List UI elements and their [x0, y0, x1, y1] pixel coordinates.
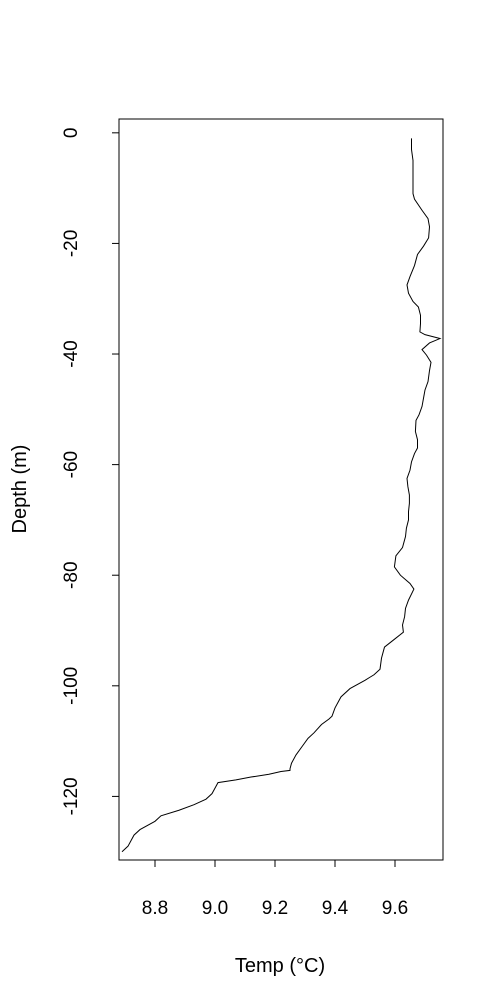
plot-frame	[118, 118, 444, 861]
x-tick-label: 9.6	[382, 898, 408, 919]
y-tick-label: -20	[61, 230, 82, 257]
x-axis: 8.8 9.0 9.2 9.4 9.6	[142, 859, 408, 919]
y-axis: 0 -20 -40 -60 -80 -100 -120	[61, 128, 120, 815]
x-tick-label: 9.2	[262, 898, 288, 919]
y-tick-label: -100	[61, 667, 82, 705]
x-tick-label: 8.8	[142, 898, 168, 919]
x-tick-label: 9.0	[202, 898, 228, 919]
y-tick-label: -120	[61, 777, 82, 815]
y-tick-label: -60	[61, 451, 82, 478]
x-axis-title: Temp (°C)	[235, 955, 325, 977]
y-tick-label: -40	[61, 340, 82, 367]
y-axis-title: Depth (m)	[9, 445, 31, 534]
temperature-profile-line	[121, 138, 442, 853]
y-tick-label: 0	[61, 128, 82, 139]
y-tick-label: -80	[61, 561, 82, 588]
x-tick-label: 9.4	[322, 898, 349, 919]
